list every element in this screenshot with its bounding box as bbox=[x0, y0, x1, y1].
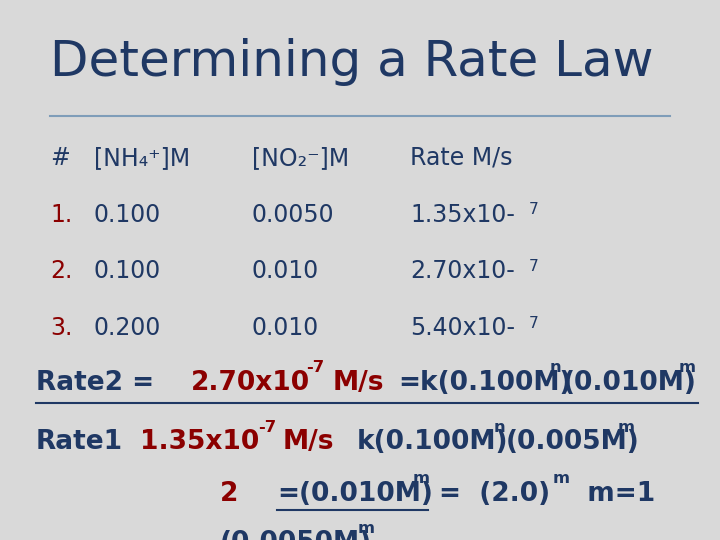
Text: n: n bbox=[493, 420, 505, 435]
Text: =k(0.100M): =k(0.100M) bbox=[398, 370, 572, 396]
Text: 2.70x10: 2.70x10 bbox=[191, 370, 310, 396]
Text: 5.40x10-: 5.40x10- bbox=[410, 316, 516, 340]
Text: Determining a Rate Law: Determining a Rate Law bbox=[50, 38, 654, 86]
Text: (0.005M): (0.005M) bbox=[506, 429, 640, 455]
Text: 0.100: 0.100 bbox=[94, 202, 161, 226]
Text: m: m bbox=[553, 471, 570, 486]
Text: 0.0050: 0.0050 bbox=[252, 202, 335, 226]
Text: Rate M/s: Rate M/s bbox=[410, 146, 513, 170]
Text: 0.010: 0.010 bbox=[252, 316, 319, 340]
Text: k(0.100M): k(0.100M) bbox=[356, 429, 508, 455]
Text: 0.010: 0.010 bbox=[252, 259, 319, 283]
Text: 1.: 1. bbox=[50, 202, 73, 226]
Text: Rate2 =: Rate2 = bbox=[36, 370, 154, 396]
Text: 1.35x10: 1.35x10 bbox=[140, 429, 260, 455]
Text: m=1: m=1 bbox=[569, 481, 655, 507]
Text: [NO₂⁻]M: [NO₂⁻]M bbox=[252, 146, 349, 170]
Text: 7: 7 bbox=[529, 202, 539, 218]
Text: -7: -7 bbox=[258, 420, 276, 435]
Text: m: m bbox=[413, 471, 430, 486]
Text: n: n bbox=[549, 360, 561, 375]
Text: [NH₄⁺]M: [NH₄⁺]M bbox=[94, 146, 190, 170]
Text: =  (2.0): = (2.0) bbox=[439, 481, 550, 507]
Text: M/s: M/s bbox=[283, 429, 335, 455]
Text: M/s: M/s bbox=[333, 370, 384, 396]
Text: =(0.010M): =(0.010M) bbox=[277, 481, 433, 507]
Text: 2.: 2. bbox=[50, 259, 73, 283]
Text: 1.35x10-: 1.35x10- bbox=[410, 202, 516, 226]
Text: -7: -7 bbox=[306, 360, 324, 375]
Text: m: m bbox=[358, 521, 375, 536]
Text: 7: 7 bbox=[529, 259, 539, 274]
Text: 0.200: 0.200 bbox=[94, 316, 161, 340]
Text: Rate1: Rate1 bbox=[36, 429, 123, 455]
Text: (0.010M): (0.010M) bbox=[563, 370, 697, 396]
Text: (0.0050M): (0.0050M) bbox=[220, 530, 372, 540]
Text: 7: 7 bbox=[529, 316, 539, 331]
Text: 0.100: 0.100 bbox=[94, 259, 161, 283]
Text: 2: 2 bbox=[220, 481, 238, 507]
Text: m: m bbox=[678, 360, 696, 375]
Text: 3.: 3. bbox=[50, 316, 73, 340]
Text: 2.70x10-: 2.70x10- bbox=[410, 259, 515, 283]
Text: m: m bbox=[618, 420, 635, 435]
Text: #: # bbox=[50, 146, 70, 170]
